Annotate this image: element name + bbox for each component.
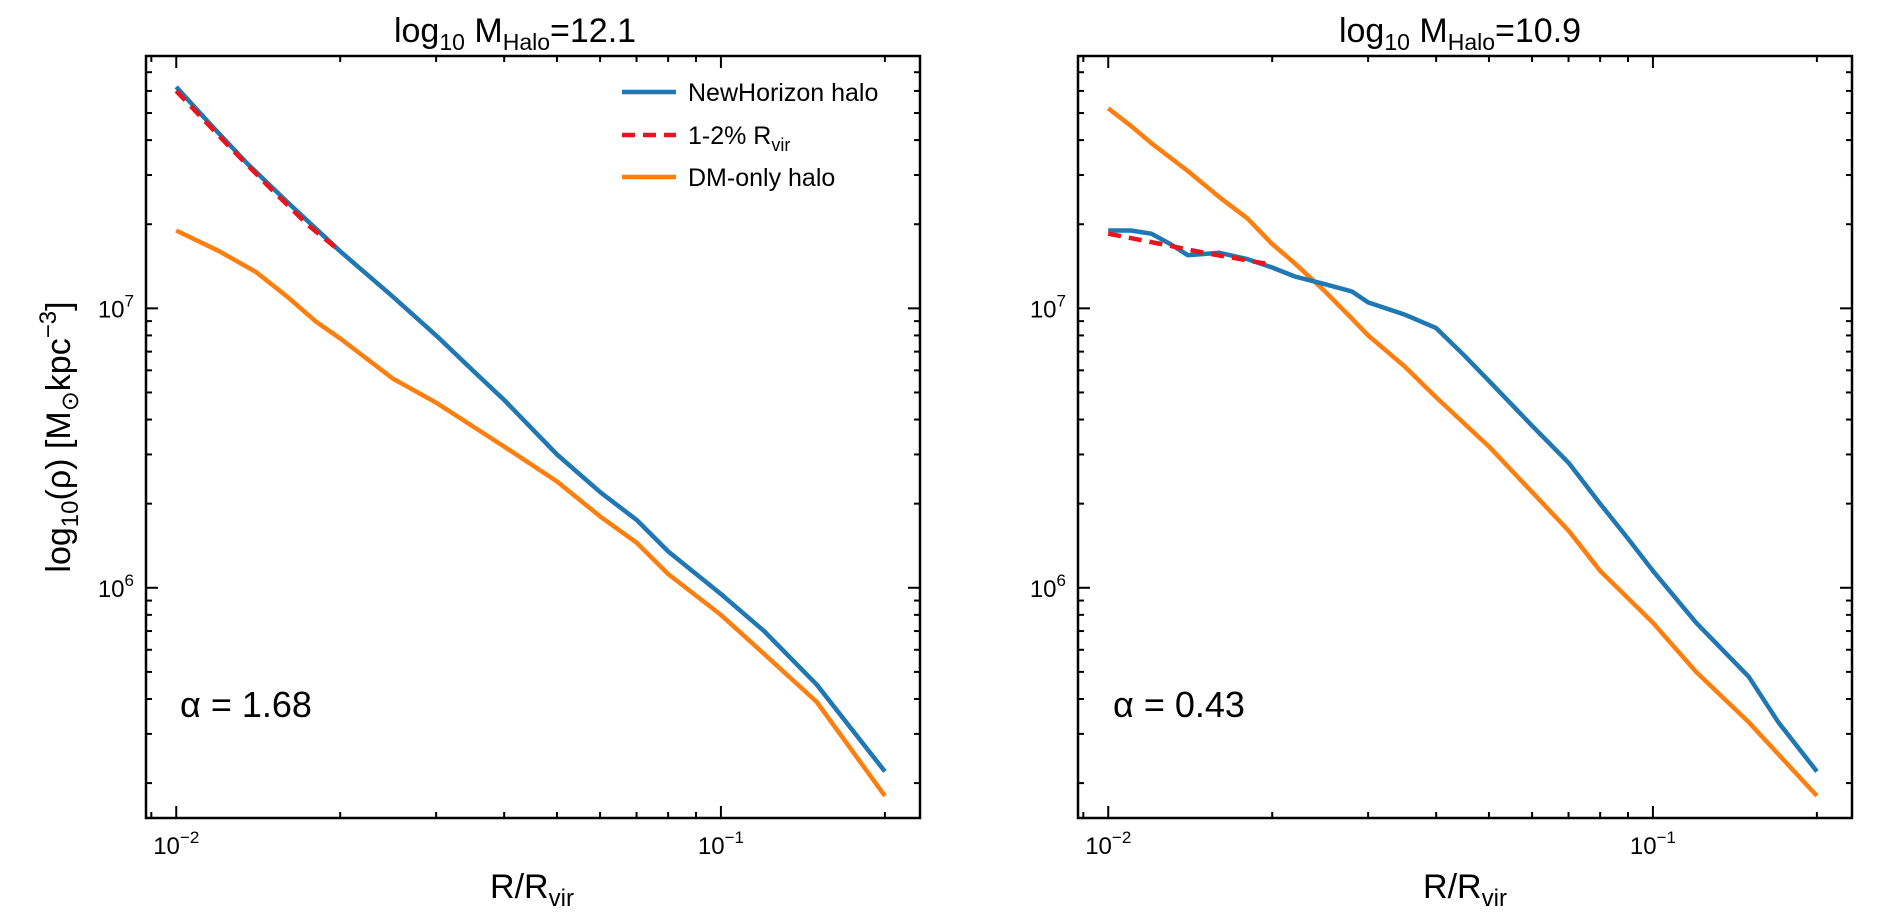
right-plot-frame	[1076, 54, 1854, 820]
left-x-tick-label: 10−1	[698, 828, 744, 860]
right-x-tick-label: 10−1	[1630, 828, 1676, 860]
right-panel-title: log10 MHalo=10.9	[1339, 12, 1581, 55]
legend-label-fit: 1-2% Rvir	[688, 122, 790, 155]
legend: NewHorizon halo 1-2% Rvir DM-only halo	[622, 79, 878, 192]
left-fit-1-2-rvir-line	[174, 89, 342, 254]
right-y-tick-label: 107	[1030, 291, 1066, 323]
right-panel: log10 MHalo=10.9 10−2 10−1 106 107 α = 0.43…	[1030, 12, 1854, 912]
left-x-tick-label: 10−2	[153, 828, 199, 860]
left-panel-title: log10 MHalo=12.1	[394, 12, 636, 55]
left-alpha-annotation: α = 1.68	[180, 684, 312, 725]
legend-label-dm-only: DM-only halo	[688, 164, 835, 192]
left-panel: log10 MHalo=12.1 10−2 10−1 106 107 α = 1.68…	[35, 12, 922, 912]
left-y-tick-label: 106	[98, 571, 134, 603]
right-plot-area: 10−2 10−1 106 107	[1030, 56, 1852, 860]
right-newhorizon-halo-line	[1108, 228, 1819, 773]
left-x-axis-label: R/Rvir	[490, 868, 574, 912]
right-dm-only-halo-line	[1106, 106, 1819, 798]
legend-label-newhorizon: NewHorizon halo	[688, 79, 878, 107]
right-y-tick-label: 106	[1030, 571, 1066, 603]
left-y-tick-label: 107	[98, 291, 134, 323]
left-plot-frame	[144, 54, 922, 820]
y-axis-label: log10(ρ) [M⊙kpc−3]	[35, 301, 84, 572]
right-x-tick-label: 10−2	[1085, 828, 1131, 860]
right-x-axis-label: R/Rvir	[1423, 868, 1507, 912]
left-dm-only-halo-line	[175, 228, 887, 798]
left-plot-area: 10−2 10−1 106 107	[98, 56, 920, 860]
right-alpha-annotation: α = 0.43	[1113, 684, 1245, 725]
